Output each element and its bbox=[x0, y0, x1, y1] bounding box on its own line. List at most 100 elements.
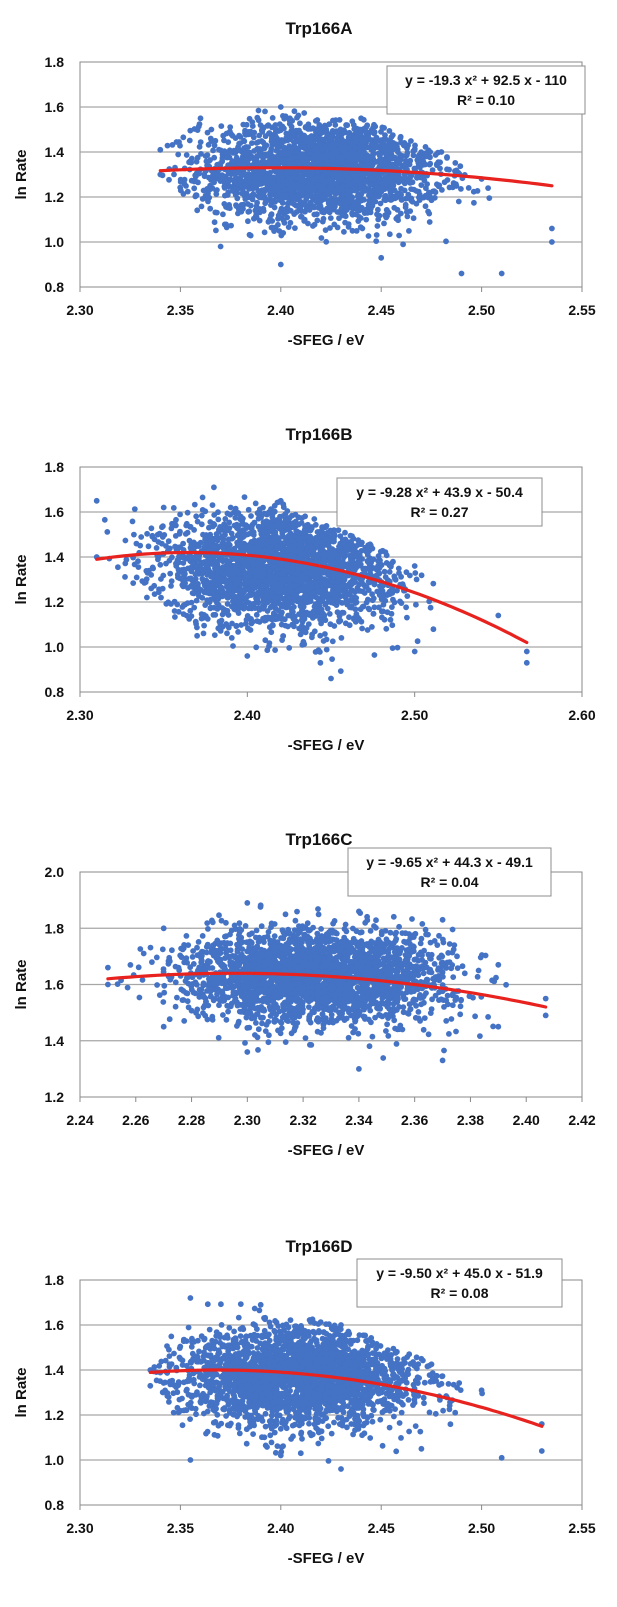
data-point bbox=[371, 652, 378, 658]
data-point bbox=[353, 152, 360, 159]
data-point bbox=[311, 147, 318, 154]
data-point bbox=[549, 225, 555, 232]
data-point bbox=[195, 123, 202, 130]
data-point bbox=[248, 568, 255, 574]
data-point bbox=[148, 572, 155, 578]
y-tick-label: 1.0 bbox=[45, 639, 65, 655]
fit-equation: y = -19.3 x² + 92.5 x - 110 bbox=[405, 72, 567, 88]
data-point bbox=[360, 172, 366, 179]
data-point bbox=[362, 187, 369, 194]
data-point bbox=[138, 534, 145, 540]
data-point bbox=[432, 189, 439, 196]
data-point bbox=[330, 117, 336, 124]
data-point bbox=[410, 148, 417, 155]
data-point bbox=[252, 213, 259, 220]
data-point bbox=[304, 148, 311, 154]
data-point bbox=[394, 190, 401, 197]
x-tick-label: 2.50 bbox=[468, 302, 495, 318]
data-point bbox=[158, 576, 164, 582]
data-point bbox=[355, 207, 362, 214]
data-point bbox=[284, 180, 291, 186]
data-point bbox=[233, 202, 239, 209]
data-point bbox=[257, 122, 264, 128]
data-point bbox=[221, 521, 228, 528]
data-point bbox=[172, 614, 178, 620]
data-point bbox=[239, 171, 246, 178]
data-point bbox=[288, 564, 294, 571]
y-tick-label: 0.8 bbox=[45, 279, 65, 295]
data-point bbox=[247, 202, 254, 209]
data-point bbox=[221, 221, 228, 228]
data-point bbox=[407, 180, 413, 186]
data-point bbox=[216, 146, 222, 153]
data-point bbox=[314, 211, 320, 218]
data-point bbox=[207, 596, 214, 603]
data-point bbox=[549, 239, 555, 245]
data-point bbox=[361, 196, 367, 203]
data-point bbox=[279, 601, 286, 608]
data-point bbox=[371, 130, 377, 137]
data-point bbox=[209, 185, 216, 191]
data-point bbox=[288, 184, 294, 191]
data-point bbox=[306, 125, 313, 132]
data-point bbox=[281, 206, 288, 213]
data-point bbox=[245, 506, 252, 513]
y-tick-label: 1.0 bbox=[45, 234, 65, 250]
data-point bbox=[233, 177, 239, 184]
y-tick-label: 0.8 bbox=[45, 684, 65, 700]
data-point bbox=[349, 181, 356, 188]
data-point bbox=[225, 139, 232, 146]
data-point bbox=[224, 177, 231, 184]
data-point bbox=[378, 156, 385, 163]
data-point bbox=[324, 591, 330, 598]
data-point bbox=[221, 185, 228, 191]
y-axis-label: ln Rate bbox=[13, 554, 30, 604]
data-point bbox=[342, 593, 349, 600]
data-point bbox=[306, 205, 313, 212]
data-point bbox=[387, 616, 394, 623]
data-point bbox=[224, 510, 231, 517]
data-point bbox=[228, 635, 235, 641]
data-point bbox=[270, 180, 277, 187]
data-point bbox=[247, 627, 254, 633]
data-point bbox=[104, 529, 111, 535]
data-point bbox=[391, 575, 398, 582]
data-point bbox=[288, 175, 295, 182]
data-point bbox=[342, 529, 348, 536]
data-point bbox=[335, 176, 341, 182]
data-point bbox=[224, 601, 231, 607]
data-point bbox=[133, 540, 140, 547]
data-point bbox=[328, 560, 335, 566]
data-point bbox=[292, 511, 299, 518]
data-point bbox=[414, 174, 420, 181]
data-point bbox=[394, 206, 401, 213]
data-point bbox=[130, 580, 137, 586]
data-point bbox=[225, 204, 231, 211]
data-point bbox=[471, 199, 477, 206]
data-point bbox=[286, 645, 293, 651]
data-point bbox=[323, 636, 330, 643]
data-point bbox=[351, 594, 358, 600]
data-point bbox=[474, 188, 481, 194]
data-point bbox=[380, 608, 386, 615]
data-point bbox=[223, 621, 230, 627]
data-point bbox=[347, 532, 354, 539]
data-point bbox=[245, 144, 252, 151]
data-point bbox=[272, 532, 279, 539]
data-point bbox=[227, 124, 234, 130]
data-point bbox=[122, 574, 128, 580]
data-point bbox=[218, 123, 225, 129]
data-point bbox=[122, 537, 129, 544]
data-point bbox=[197, 115, 204, 122]
data-point bbox=[280, 157, 286, 164]
data-point bbox=[213, 227, 219, 234]
x-tick-label: 2.45 bbox=[368, 302, 395, 318]
data-point bbox=[193, 621, 200, 627]
data-point bbox=[275, 212, 282, 219]
data-point bbox=[348, 557, 354, 563]
data-point bbox=[455, 198, 462, 205]
data-point bbox=[351, 187, 358, 194]
data-point bbox=[215, 625, 222, 632]
data-point bbox=[425, 147, 432, 154]
data-point bbox=[245, 218, 251, 225]
